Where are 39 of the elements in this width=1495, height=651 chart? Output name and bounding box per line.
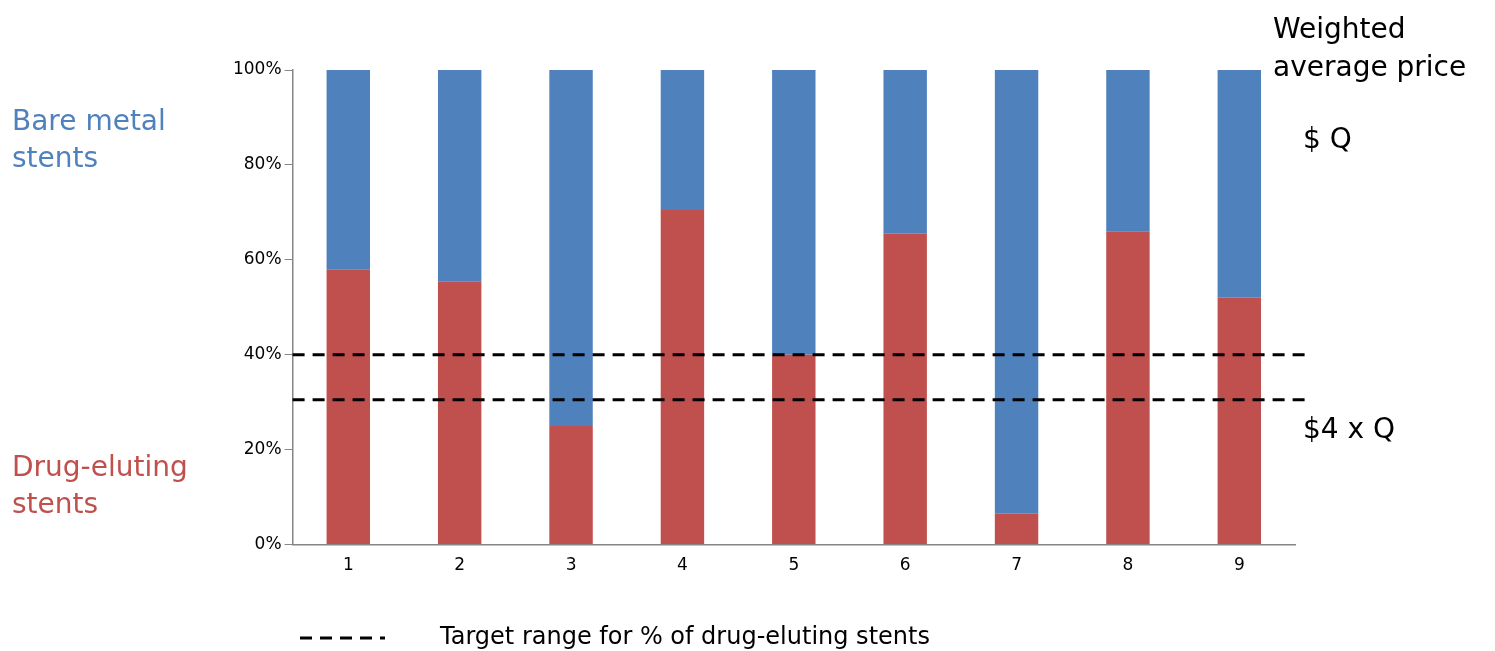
text: Bare metal stents (12, 103, 166, 174)
x-tick-label: 7 (1011, 554, 1022, 575)
x-tick-label: 5 (788, 554, 800, 575)
bar (994, 513, 1039, 545)
x-tick-label: 3 (565, 554, 577, 575)
x-tick-label: 4 (677, 554, 688, 575)
bar (1217, 297, 1262, 545)
bar (549, 425, 593, 545)
bar (660, 70, 705, 211)
legend-label: Target range for % of drug-eluting stents (439, 622, 930, 651)
bar (437, 70, 482, 282)
bar (326, 269, 371, 545)
bar (772, 70, 816, 355)
y-tick-label: 100% (232, 58, 282, 79)
bar (660, 210, 705, 545)
y-tick-label: 40% (243, 343, 282, 364)
annotation: Weighted average price (1273, 12, 1467, 84)
bar (437, 281, 482, 545)
x-tick-label: 2 (454, 554, 466, 575)
bar (883, 233, 927, 545)
bar (772, 354, 816, 545)
y-tick-label: 0% (254, 533, 282, 554)
bar (1217, 70, 1262, 298)
bar (1106, 70, 1150, 232)
text: Drug-eluting stents (12, 450, 188, 521)
bar (326, 70, 371, 270)
x-tick-label: 8 (1122, 554, 1134, 575)
bar (1106, 231, 1150, 545)
x-tick-label: 9 (1233, 554, 1245, 575)
annotation: $ Q (1303, 122, 1352, 156)
bar (549, 70, 593, 426)
y-tick-label: 20% (243, 438, 282, 459)
x-tick-label: 1 (342, 554, 354, 575)
bar (883, 70, 927, 234)
annotation: $4 x Q (1303, 411, 1396, 445)
bar (994, 70, 1039, 514)
y-tick-label: 60% (243, 248, 282, 269)
y-tick-label: 80% (243, 153, 282, 174)
x-tick-label: 6 (899, 554, 911, 575)
